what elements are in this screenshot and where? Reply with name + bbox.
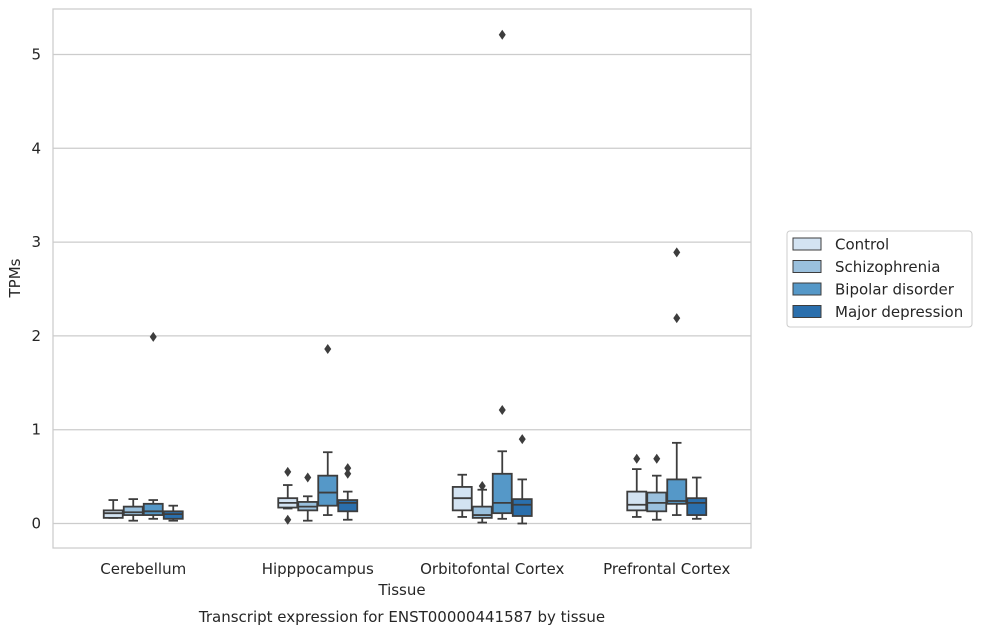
legend-label: Major depression	[835, 303, 963, 321]
outlier-point	[498, 405, 506, 416]
box-2-0	[142, 331, 164, 520]
boxes	[102, 29, 708, 525]
box-body	[646, 491, 668, 513]
box-body	[511, 498, 533, 517]
outlier-point	[149, 331, 157, 342]
legend-swatch	[792, 260, 822, 273]
x-axis-title: Tissue	[377, 581, 425, 599]
figure-caption: Transcript expression for ENST0000044158…	[198, 608, 605, 626]
y-tick-labels: 0 1 2 3 4 5	[31, 46, 41, 533]
y-tick-label: 1	[31, 421, 41, 439]
outlier-point	[344, 468, 352, 479]
outlier-point	[518, 434, 526, 445]
box-body	[471, 505, 493, 519]
box-1-1	[297, 472, 319, 522]
y-tick-label: 0	[31, 515, 41, 533]
box-body	[491, 472, 513, 515]
outlier-point	[284, 466, 292, 477]
x-tick-label: Prefrontal Cortex	[603, 560, 730, 578]
outlier-point	[633, 453, 641, 464]
y-axis-title: TPMs	[6, 258, 24, 298]
legend-label: Control	[835, 236, 889, 254]
outlier-point	[304, 472, 312, 483]
outlier-point	[498, 29, 506, 40]
legend-swatch	[792, 237, 822, 251]
y-tick-label: 2	[31, 327, 41, 345]
box-2-3	[666, 247, 688, 516]
x-tick-labels: Cerebellum Hipppocampus Orbitofontal Corte…	[100, 560, 730, 578]
y-tick-label: 4	[31, 139, 41, 157]
box-body	[666, 478, 688, 505]
outlier-point	[284, 514, 292, 525]
x-tick-label: Orbitofontal Cortex	[420, 560, 564, 578]
outlier-point	[324, 344, 332, 355]
legend-swatch	[792, 305, 822, 318]
outlier-point	[344, 463, 352, 474]
box-body	[102, 509, 124, 519]
box-2-1	[317, 344, 339, 516]
legend: Control Schizophrenia Bipolar disorder Majo…	[786, 230, 973, 328]
box-1-0	[122, 498, 144, 522]
box-body	[686, 497, 708, 516]
box-body	[337, 499, 359, 513]
outlier-point	[673, 247, 681, 258]
box-0-2	[451, 473, 473, 518]
box-0-0	[102, 499, 124, 519]
legend-label: Bipolar disorder	[835, 281, 955, 299]
plot-background	[53, 9, 751, 548]
box-body	[626, 490, 648, 512]
gridlines	[53, 53, 751, 525]
box-1-3	[646, 453, 668, 521]
outlier-point	[653, 453, 661, 464]
box-0-1	[277, 466, 299, 525]
box-1-2	[471, 480, 493, 524]
box-0-3	[626, 453, 648, 518]
legend-frame	[786, 230, 973, 328]
box-2-2	[491, 29, 513, 520]
y-tick-label: 3	[31, 233, 41, 251]
legend-label: Schizophrenia	[835, 258, 940, 276]
box-body	[122, 505, 144, 516]
legend-swatch	[792, 282, 822, 296]
box-body	[142, 502, 164, 516]
box-3-3	[686, 476, 708, 520]
y-tick-label: 5	[31, 46, 41, 64]
box-3-0	[162, 504, 184, 522]
plot-frame	[52, 8, 752, 549]
box-3-1	[337, 463, 359, 521]
outlier-point	[673, 313, 681, 324]
box-body	[162, 510, 184, 520]
box-3-2	[511, 434, 533, 525]
x-tick-label: Cerebellum	[100, 560, 186, 578]
box-body	[317, 474, 339, 507]
outlier-point	[478, 480, 486, 491]
x-tick-label: Hipppocampus	[262, 560, 374, 578]
